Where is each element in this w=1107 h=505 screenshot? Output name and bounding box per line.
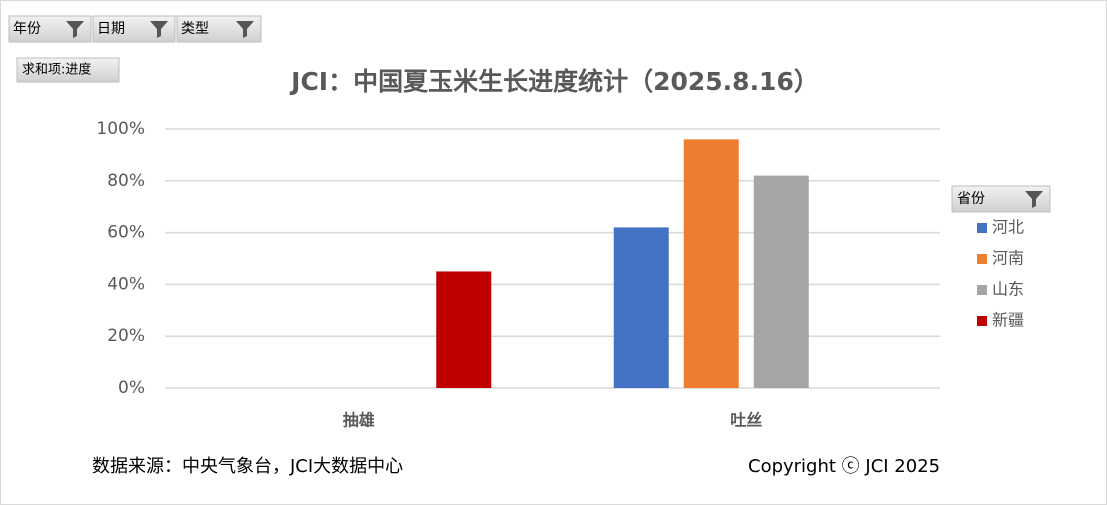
filter-button[interactable] bbox=[92, 15, 176, 43]
y-tick-label: 100% bbox=[96, 119, 145, 139]
y-tick-label: 80% bbox=[107, 171, 145, 191]
x-tick-label: 抽雄 bbox=[343, 411, 375, 430]
bar bbox=[753, 175, 809, 388]
filter-icon bbox=[150, 21, 168, 38]
legend-title: 省份 bbox=[957, 191, 985, 207]
legend-swatch bbox=[977, 254, 987, 264]
copyright: Copyright ⓒ JCI 2025 bbox=[748, 456, 940, 477]
legend-swatch bbox=[977, 285, 987, 295]
legend-label: 山东 bbox=[992, 280, 1024, 299]
legend-swatch bbox=[977, 223, 987, 233]
bar bbox=[436, 271, 492, 388]
filter-label: 日期 bbox=[97, 21, 125, 37]
filter-button[interactable] bbox=[8, 15, 92, 43]
y-tick-label: 40% bbox=[107, 274, 145, 294]
y-tick-label: 60% bbox=[107, 223, 145, 243]
legend-label: 河北 bbox=[992, 218, 1024, 237]
filter-icon bbox=[236, 21, 254, 38]
filter-label: 年份 bbox=[13, 21, 41, 37]
x-tick-label: 吐丝 bbox=[730, 411, 762, 430]
source-note: 数据来源：中央气象台，JCI大数据中心 bbox=[92, 456, 403, 477]
legend-label: 新疆 bbox=[992, 311, 1024, 330]
legend-swatch bbox=[977, 316, 987, 326]
filter-label: 类型 bbox=[181, 21, 209, 37]
filter-buttons: 年份 日期 类型 求和项:进度 省份 bbox=[8, 15, 1051, 213]
y-tick-label: 0% bbox=[118, 378, 145, 398]
value-field-button[interactable] bbox=[16, 57, 120, 83]
value-field-label: 求和项:进度 bbox=[22, 62, 91, 78]
chart-title: JCI：中国夏玉米生长进度统计（2025.8.16） bbox=[289, 67, 819, 96]
legend-label: 河南 bbox=[992, 249, 1024, 268]
bar bbox=[683, 139, 739, 388]
filter-icon bbox=[1025, 191, 1043, 208]
filter-icon bbox=[66, 21, 84, 38]
y-tick-label: 20% bbox=[107, 326, 145, 346]
bar bbox=[613, 227, 669, 388]
